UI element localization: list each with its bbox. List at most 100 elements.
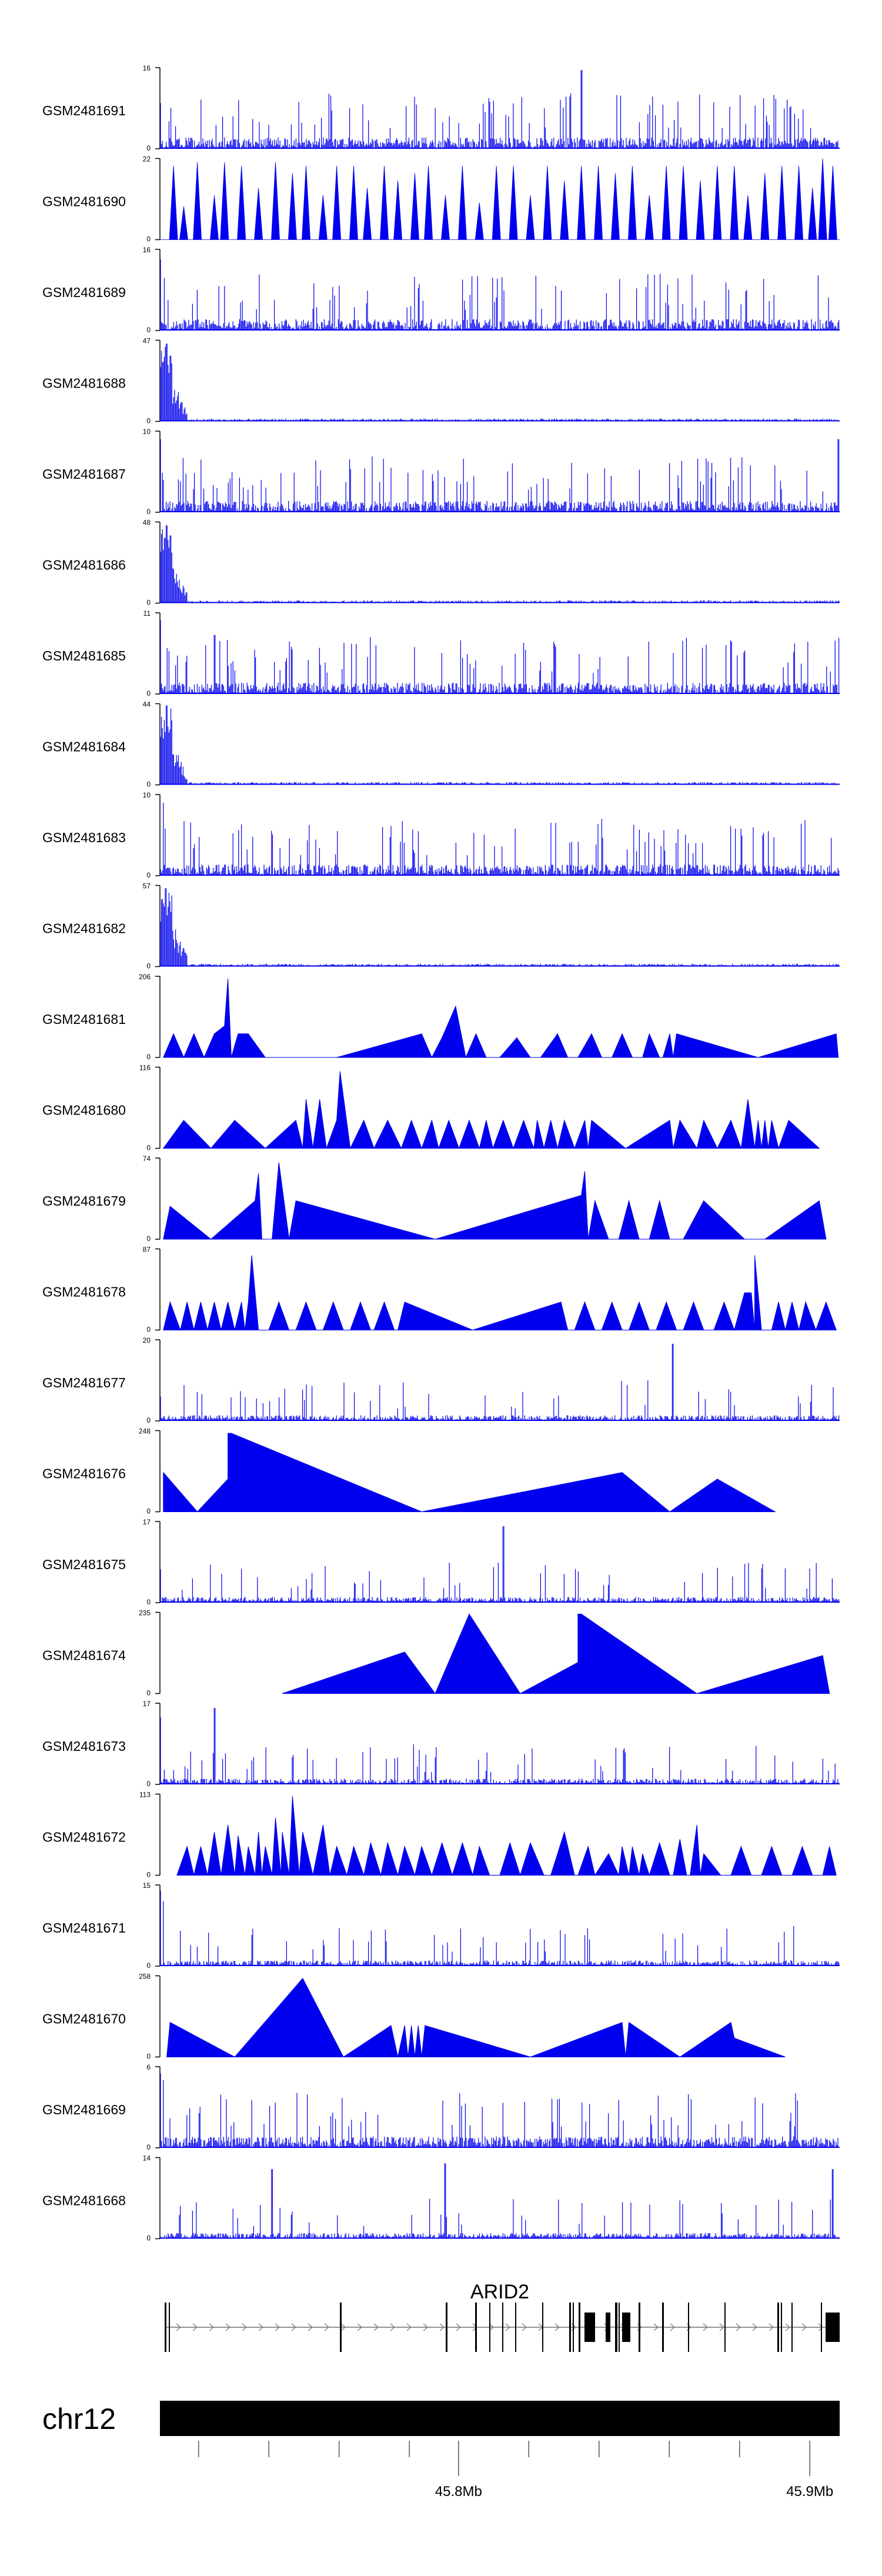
exon [791, 2303, 793, 2352]
y-min-label: 0 [146, 1234, 151, 1243]
exon [340, 2303, 342, 2352]
y-max-label: 14 [143, 2154, 151, 2163]
y-min-label: 0 [146, 780, 151, 789]
strand-arrow [769, 2323, 774, 2331]
y-min-label: 0 [146, 235, 151, 243]
track-label: GSM2481668 [42, 2193, 126, 2208]
strand-arrow [423, 2323, 428, 2331]
coverage-area [163, 978, 839, 1059]
track-label: GSM2481681 [42, 1012, 126, 1027]
exon [515, 2303, 516, 2352]
strand-arrow [308, 2323, 313, 2331]
axis-tick-label: 45.8Mb [435, 2484, 482, 2500]
exon [724, 2303, 726, 2352]
track-label: GSM2481680 [42, 1103, 126, 1118]
y-min-label: 0 [146, 1871, 151, 1879]
strand-arrow [291, 2323, 296, 2331]
track-GSM2481684: GSM2481684 44 0 [42, 700, 840, 789]
track-GSM2481685: GSM2481685 11 0 [42, 609, 840, 698]
track-GSM2481668: GSM2481668 14 0 [42, 2154, 840, 2243]
y-min-label: 0 [146, 144, 151, 152]
strand-arrow [489, 2323, 494, 2331]
coverage-area [163, 1162, 827, 1240]
strand-arrow [209, 2323, 214, 2331]
track-label: GSM2481676 [42, 1466, 126, 1481]
y-min-label: 0 [146, 2143, 151, 2151]
y-max-label: 248 [139, 1427, 151, 1436]
track-GSM2481679: GSM2481679 74 0 [42, 1154, 827, 1243]
exon [639, 2303, 640, 2352]
y-min-label: 0 [146, 2053, 151, 2061]
track-GSM2481675: GSM2481675 17 0 [42, 1518, 840, 1606]
y-min-label: 0 [146, 1326, 151, 1334]
strand-arrow [225, 2323, 230, 2331]
chromosome-label: chr12 [42, 2403, 116, 2435]
track-label: GSM2481688 [42, 376, 126, 391]
exon [781, 2303, 782, 2352]
track-label: GSM2481677 [42, 1375, 126, 1390]
y-min-label: 0 [146, 1689, 151, 1697]
track-GSM2481682: GSM2481682 57 0 [42, 882, 840, 970]
exon [573, 2303, 574, 2352]
track-label: GSM2481678 [42, 1284, 126, 1300]
y-max-label: 116 [139, 1064, 151, 1072]
y-max-label: 10 [143, 428, 151, 436]
y-max-label: 47 [143, 337, 151, 345]
strand-arrow [785, 2323, 790, 2331]
track-label: GSM2481670 [42, 2011, 126, 2027]
gene-track: ARID2 [165, 2281, 840, 2352]
coverage-bars [160, 802, 840, 876]
exon [606, 2313, 610, 2342]
exon [662, 2303, 664, 2352]
track-GSM2481680: GSM2481680 116 0 [42, 1064, 820, 1152]
exon [542, 2303, 543, 2352]
coverage-bars [160, 1708, 840, 1784]
coverage-bars [160, 439, 840, 512]
y-min-label: 0 [146, 1780, 151, 1788]
coverage-area [166, 1977, 786, 2058]
y-min-label: 0 [146, 599, 151, 607]
strand-arrow [258, 2323, 263, 2331]
y-min-label: 0 [146, 1416, 151, 1424]
strand-arrow [818, 2323, 823, 2331]
coverage-bars [160, 1526, 840, 1603]
exon [569, 2303, 571, 2352]
y-max-label: 6 [146, 2063, 151, 2071]
exon [688, 2303, 689, 2352]
strand-arrow [192, 2323, 198, 2331]
y-max-label: 16 [143, 64, 151, 72]
track-GSM2481689: GSM2481689 16 0 [42, 246, 840, 334]
coverage-bars [160, 888, 840, 967]
y-max-label: 235 [139, 1609, 151, 1617]
track-GSM2481687: GSM2481687 10 0 [42, 428, 840, 516]
exon [615, 2303, 617, 2352]
strand-arrow [752, 2323, 757, 2331]
coverage-bars [160, 1343, 840, 1421]
y-max-label: 10 [143, 791, 151, 799]
y-max-label: 44 [143, 700, 151, 709]
y-min-label: 0 [146, 508, 151, 516]
chromosome-ideogram [160, 2401, 840, 2436]
strand-arrow [505, 2323, 510, 2331]
track-label: GSM2481675 [42, 1557, 126, 1572]
exon [446, 2303, 447, 2352]
track-GSM2481681: GSM2481681 206 0 [42, 973, 839, 1061]
ideogram-track: chr12 [42, 2401, 840, 2436]
y-min-label: 0 [146, 871, 151, 879]
track-label: GSM2481669 [42, 2102, 126, 2117]
track-GSM2481690: GSM2481690 22 0 [42, 155, 840, 243]
track-GSM2481678: GSM2481678 87 0 [42, 1246, 837, 1334]
exon [619, 2303, 620, 2352]
track-GSM2481673: GSM2481673 17 0 [42, 1700, 840, 1788]
track-GSM2481683: GSM2481683 10 0 [42, 791, 840, 879]
coverage-bars [160, 2163, 840, 2239]
coverage-area [163, 1255, 837, 1332]
strand-arrow [324, 2323, 329, 2331]
track-label: GSM2481679 [42, 1193, 126, 1209]
strand-arrow [653, 2323, 659, 2331]
exon [826, 2313, 840, 2342]
strand-arrow [357, 2323, 362, 2331]
coverage-bars [160, 2073, 840, 2148]
coverage-bars [160, 525, 840, 603]
coverage-bars [160, 705, 838, 785]
